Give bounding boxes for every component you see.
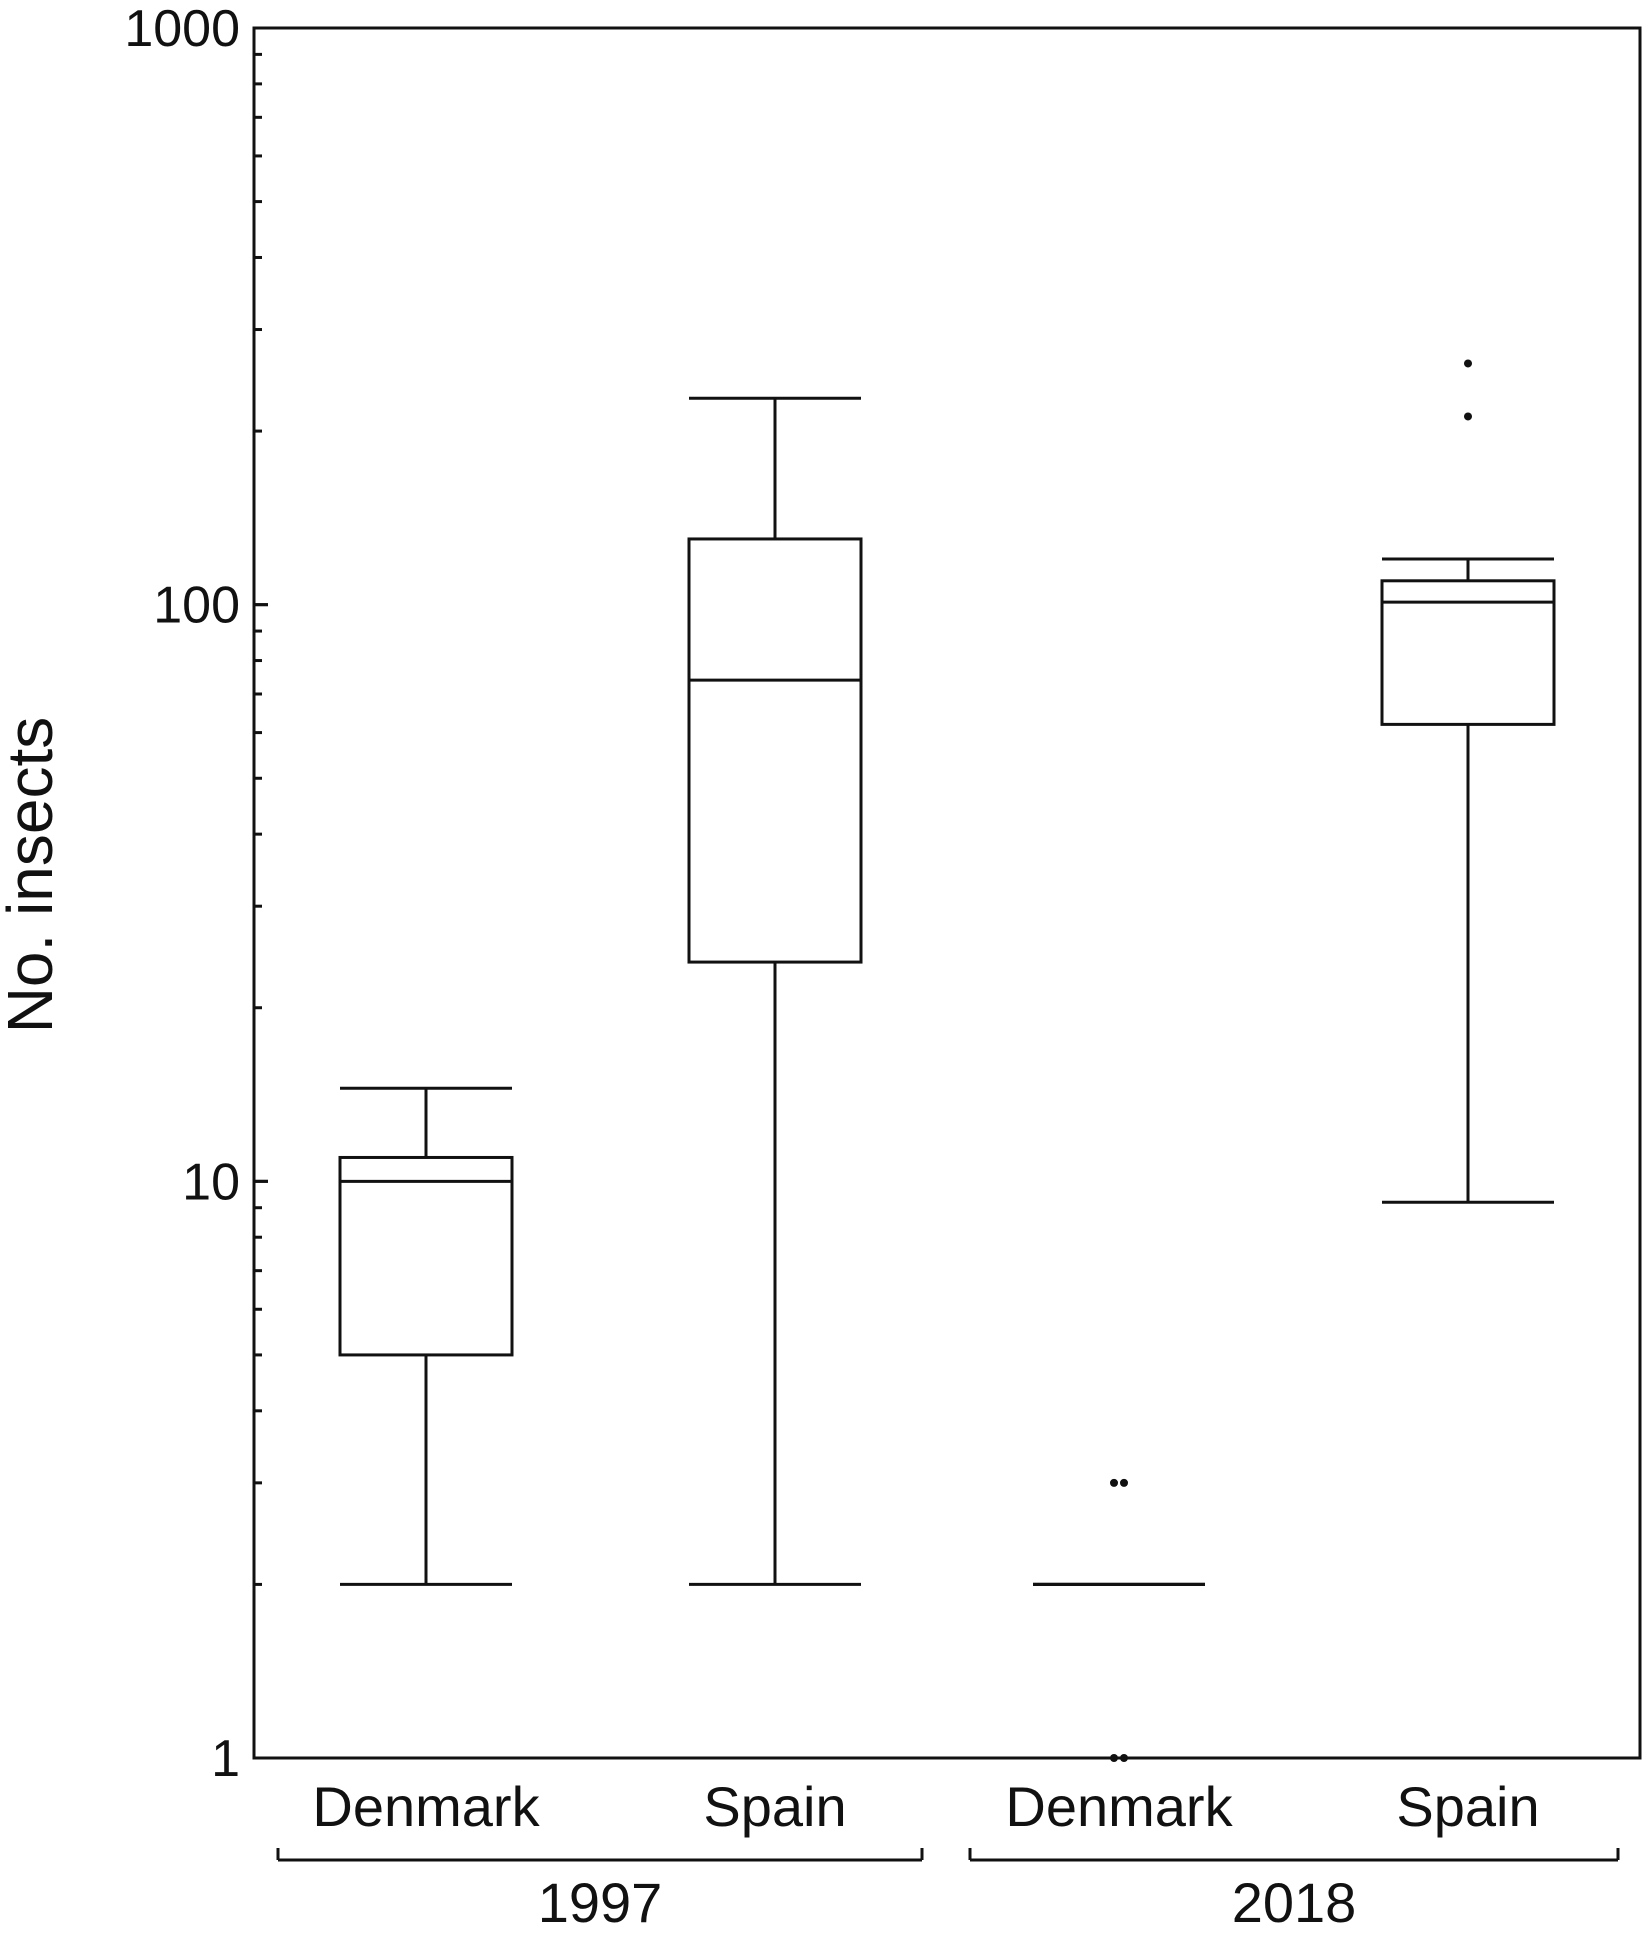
outlier-point xyxy=(1110,1754,1118,1762)
box-spain-1997 xyxy=(687,396,863,1586)
plot-frame xyxy=(252,26,1642,1760)
outlier-point xyxy=(1120,1754,1128,1762)
outlier-point xyxy=(1110,1478,1118,1487)
x-group-label: 1997 xyxy=(538,1871,663,1934)
x-category-label: Spain xyxy=(1396,1775,1539,1838)
outlier-point xyxy=(1464,359,1472,368)
y-axis-label: No. insects xyxy=(0,717,66,1034)
box-iqr xyxy=(1380,579,1556,726)
outlier-point xyxy=(1464,412,1472,421)
box-iqr xyxy=(338,1155,514,1357)
x-category-label: Spain xyxy=(703,1775,846,1838)
x-category-label: Denmark xyxy=(312,1775,540,1838)
x-category-label: Denmark xyxy=(1005,1775,1233,1838)
box-denmark-2018 xyxy=(1033,1478,1205,1762)
x-group-label: 2018 xyxy=(1232,1871,1357,1934)
box-spain-2018 xyxy=(1380,359,1556,1204)
y-tick-label: 1 xyxy=(211,1730,240,1788)
outlier-point xyxy=(1120,1478,1128,1487)
y-tick-label: 10 xyxy=(182,1153,240,1211)
y-tick-label: 1000 xyxy=(124,0,240,58)
box-iqr xyxy=(687,537,863,964)
y-tick-label: 100 xyxy=(153,577,240,635)
box-denmark-1997 xyxy=(338,1086,514,1586)
